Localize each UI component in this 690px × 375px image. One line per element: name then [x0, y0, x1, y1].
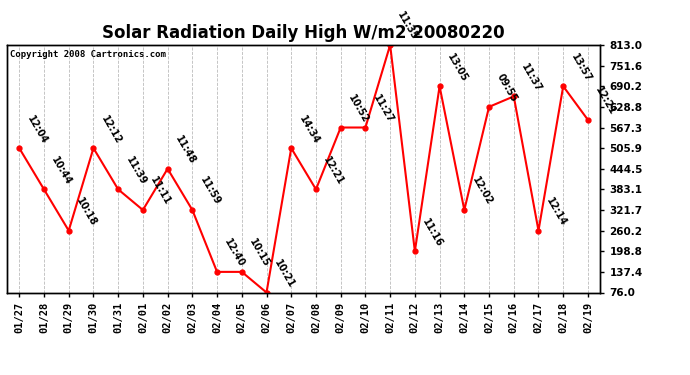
Text: 12:04: 12:04	[25, 114, 49, 146]
Text: 11:11: 11:11	[148, 176, 172, 207]
Text: 11:16: 11:16	[420, 217, 444, 249]
Text: 12:14: 12:14	[544, 196, 568, 228]
Text: 11:35: 11:35	[395, 10, 420, 42]
Text: 11:37: 11:37	[520, 62, 544, 94]
Text: 11:39: 11:39	[124, 155, 148, 187]
Text: 12:02: 12:02	[470, 176, 494, 207]
Text: 10:44: 10:44	[50, 155, 74, 187]
Text: 11:59: 11:59	[198, 176, 222, 207]
Text: 10:15: 10:15	[247, 237, 271, 269]
Text: 13:05: 13:05	[445, 52, 469, 84]
Text: 14:34: 14:34	[297, 114, 321, 146]
Text: 12:21: 12:21	[593, 85, 618, 117]
Text: 13:57: 13:57	[569, 52, 593, 84]
Text: 12:21: 12:21	[322, 155, 346, 187]
Title: Solar Radiation Daily High W/m2 20080220: Solar Radiation Daily High W/m2 20080220	[102, 24, 505, 42]
Text: 10:18: 10:18	[75, 196, 99, 228]
Text: Copyright 2008 Cartronics.com: Copyright 2008 Cartronics.com	[10, 50, 166, 59]
Text: 11:27: 11:27	[371, 93, 395, 125]
Text: 10:52: 10:52	[346, 93, 371, 125]
Text: 12:40: 12:40	[223, 237, 247, 269]
Text: 12:12: 12:12	[99, 114, 123, 146]
Text: 10:21: 10:21	[272, 258, 296, 290]
Text: 11:48: 11:48	[173, 134, 197, 166]
Text: 09:55: 09:55	[495, 72, 519, 104]
